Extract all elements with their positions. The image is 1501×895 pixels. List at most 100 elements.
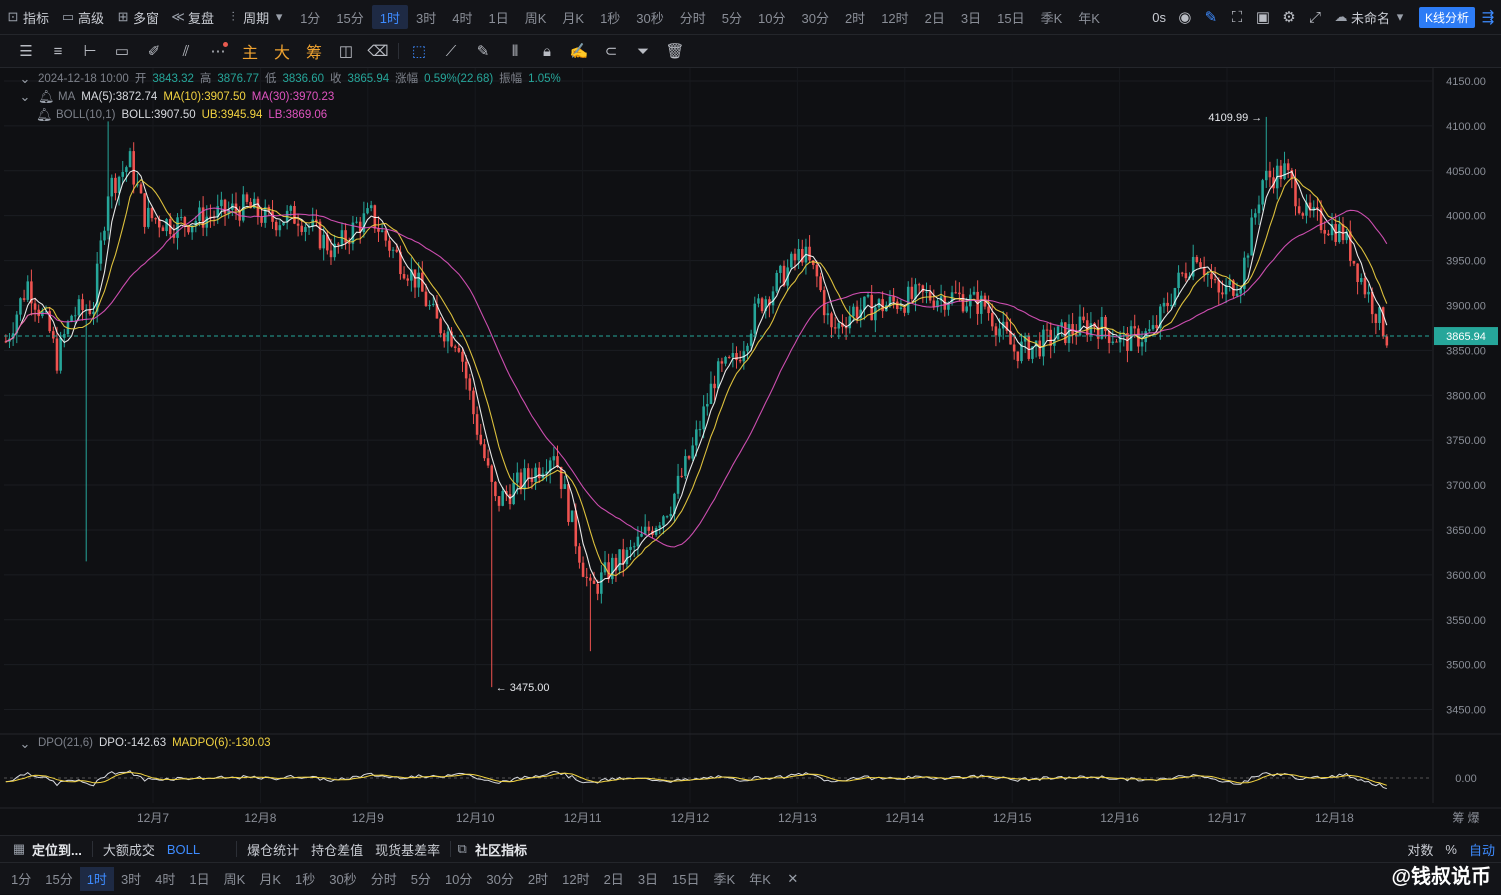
external-link-icon[interactable]: ⧉ (457, 841, 467, 856)
bottom-period-13[interactable]: 30分 (486, 872, 514, 887)
collapse-icon[interactable]: ⌄ (19, 736, 31, 751)
candle-body (928, 291, 932, 301)
top-period-5[interactable]: 1日 (488, 10, 509, 26)
price-chart[interactable]: 4150.00 4100.00 4050.00 4000.00 3950.00 3900.… (0, 68, 1501, 830)
candle-type-icon[interactable]: ⫶ (231, 9, 235, 24)
bottom-period-11[interactable]: 5分 (410, 872, 431, 887)
top-period-19[interactable]: 季K (1040, 10, 1063, 26)
auto-scale-button[interactable]: 自动 (1468, 842, 1495, 858)
candle-body (245, 194, 249, 202)
parallel-icon[interactable]: ⫽ (182, 42, 190, 60)
bell-icon[interactable]: 🔔︎ (36, 107, 53, 122)
top-period-10[interactable]: 分时 (679, 10, 706, 26)
bottom-period-16[interactable]: 2日 (603, 872, 624, 887)
calendar-icon[interactable]: ▦ (12, 841, 26, 856)
top-period-3[interactable]: 3时 (416, 10, 437, 26)
ruler-icon[interactable]: ⟋ (445, 42, 457, 60)
boll-button[interactable]: BOLL (166, 841, 201, 857)
bottom-period-9[interactable]: 30秒 (329, 872, 357, 887)
locate-button[interactable]: 定位到... (32, 842, 82, 858)
layout-selector[interactable]: ☁ 未命名 ▾ (1328, 5, 1413, 29)
liquidation-button[interactable]: 爆仓统计 (247, 842, 300, 858)
more-icon[interactable]: ⋯ (202, 37, 234, 65)
candle-body (424, 291, 428, 307)
bottom-period-6[interactable]: 周K (223, 872, 246, 887)
large-trade-button[interactable]: 大额成交 (102, 842, 155, 858)
bottom-period-14[interactable]: 2时 (527, 872, 549, 887)
top-period-18[interactable]: 15日 (997, 10, 1025, 26)
edit-icon[interactable]: ✎ (1204, 9, 1218, 26)
period-dropdown[interactable]: ⫶ 周期 ▾ (220, 5, 292, 29)
bottom-period-8[interactable]: 1秒 (294, 872, 316, 887)
topbar-replay-button[interactable]: ≪ 复盘 (165, 5, 220, 29)
bottom-period-15[interactable]: 12时 (562, 872, 590, 887)
bottom-period-17[interactable]: 3日 (637, 872, 659, 887)
bell-icon[interactable]: 🔔︎ (38, 89, 55, 104)
bottom-period-3[interactable]: 3时 (120, 872, 142, 887)
hline-icon[interactable]: ⊢ (83, 43, 97, 60)
top-period-1[interactable]: 15分 (336, 10, 364, 26)
top-period-2[interactable]: 1时 (371, 5, 409, 29)
bottom-period-7[interactable]: 月K (259, 872, 281, 887)
select-icon[interactable]: ⬚ (411, 43, 427, 60)
bottom-period-4[interactable]: 4时 (155, 872, 176, 887)
candles-icon[interactable]: ⦀ (511, 42, 519, 60)
bottom-period-2[interactable]: 1时 (79, 866, 114, 891)
top-period-12[interactable]: 10分 (758, 10, 786, 26)
top-period-16[interactable]: 2日 (924, 10, 945, 26)
align-icon[interactable]: ≡ (53, 42, 63, 60)
log-scale-button[interactable]: 对数 (1407, 842, 1434, 858)
top-period-14[interactable]: 2时 (844, 10, 866, 26)
magnet-icon[interactable]: ⊂ (604, 43, 618, 60)
rect-icon[interactable]: ▭ (114, 43, 130, 60)
k-analysis-button[interactable]: K线分析 (1418, 6, 1475, 28)
top-period-9[interactable]: 30秒 (636, 10, 664, 26)
settings-icon[interactable]: ⚙ (1282, 9, 1296, 26)
top-period-15[interactable]: 12时 (881, 10, 909, 26)
bottom-period-19[interactable]: 季K (713, 872, 736, 887)
trash-icon[interactable]: 🗑︎ (665, 43, 685, 60)
top-period-11[interactable]: 5分 (721, 10, 743, 26)
oi-diff-button[interactable]: 持仓差值 (311, 842, 364, 858)
bottom-period-0[interactable]: 1分 (11, 872, 32, 887)
note-icon[interactable]: ✍ (569, 43, 589, 60)
top-period-17[interactable]: 3日 (960, 10, 982, 26)
fullscreen-icon[interactable]: ⛶ (1231, 8, 1243, 26)
bottom-period-12[interactable]: 10分 (444, 872, 473, 887)
top-period-0[interactable]: 1分 (300, 10, 321, 26)
bottom-period-10[interactable]: 分时 (370, 872, 397, 887)
pen-icon[interactable]: ✐ (147, 43, 161, 60)
bottom-period-18[interactable]: 15日 (672, 872, 700, 887)
share-icon[interactable]: ⇶ (1481, 9, 1495, 26)
topbar-indicator-button[interactable]: ⊡ 指标 (0, 5, 55, 29)
top-period-7[interactable]: 月K (562, 10, 585, 26)
measure-icon[interactable]: ◫ (338, 43, 354, 60)
bottom-period-5[interactable]: 1日 (189, 872, 210, 887)
clear-icon[interactable]: ⌫ (367, 43, 389, 60)
brush-icon[interactable]: ✎ (476, 43, 490, 60)
collapse-icon[interactable]: ⌄ (19, 71, 31, 86)
basis-button[interactable]: 现货基差率 (375, 842, 441, 858)
percent-button[interactable]: % (1445, 841, 1457, 857)
top-period-13[interactable]: 30分 (801, 10, 829, 26)
screenshot-icon[interactable]: ▣ (1255, 9, 1271, 26)
top-period-6[interactable]: 周K (524, 10, 547, 26)
chip-button[interactable]: 筹 (305, 45, 322, 62)
top-period-4[interactable]: 4时 (452, 10, 473, 26)
topbar-advanced-button[interactable]: ▭ 高级 (55, 5, 110, 29)
camera-icon[interactable]: ◉ (1178, 9, 1192, 26)
hamburger-icon[interactable]: ☰ (19, 43, 33, 60)
bottom-period-20[interactable]: 年K (749, 872, 771, 887)
large-order-button[interactable]: 大 (273, 45, 290, 62)
main-indicator-button[interactable]: 主 (241, 45, 258, 62)
close-icon[interactable]: ✕ (787, 870, 799, 886)
bottom-period-1[interactable]: 15分 (45, 872, 73, 887)
topbar-multiwindow-button[interactable]: ⊞ 多窗 (110, 5, 165, 29)
lock-icon[interactable]: 🔒︎ (543, 42, 551, 60)
collapse-icon[interactable]: ⌄ (19, 89, 31, 104)
community-button[interactable]: 社区指标 (475, 842, 528, 858)
top-period-20[interactable]: 年K (1078, 10, 1100, 26)
top-period-8[interactable]: 1秒 (600, 10, 621, 26)
expand-icon[interactable]: ⤢ (1308, 8, 1321, 26)
filter-icon[interactable]: ⏷ (636, 42, 649, 60)
